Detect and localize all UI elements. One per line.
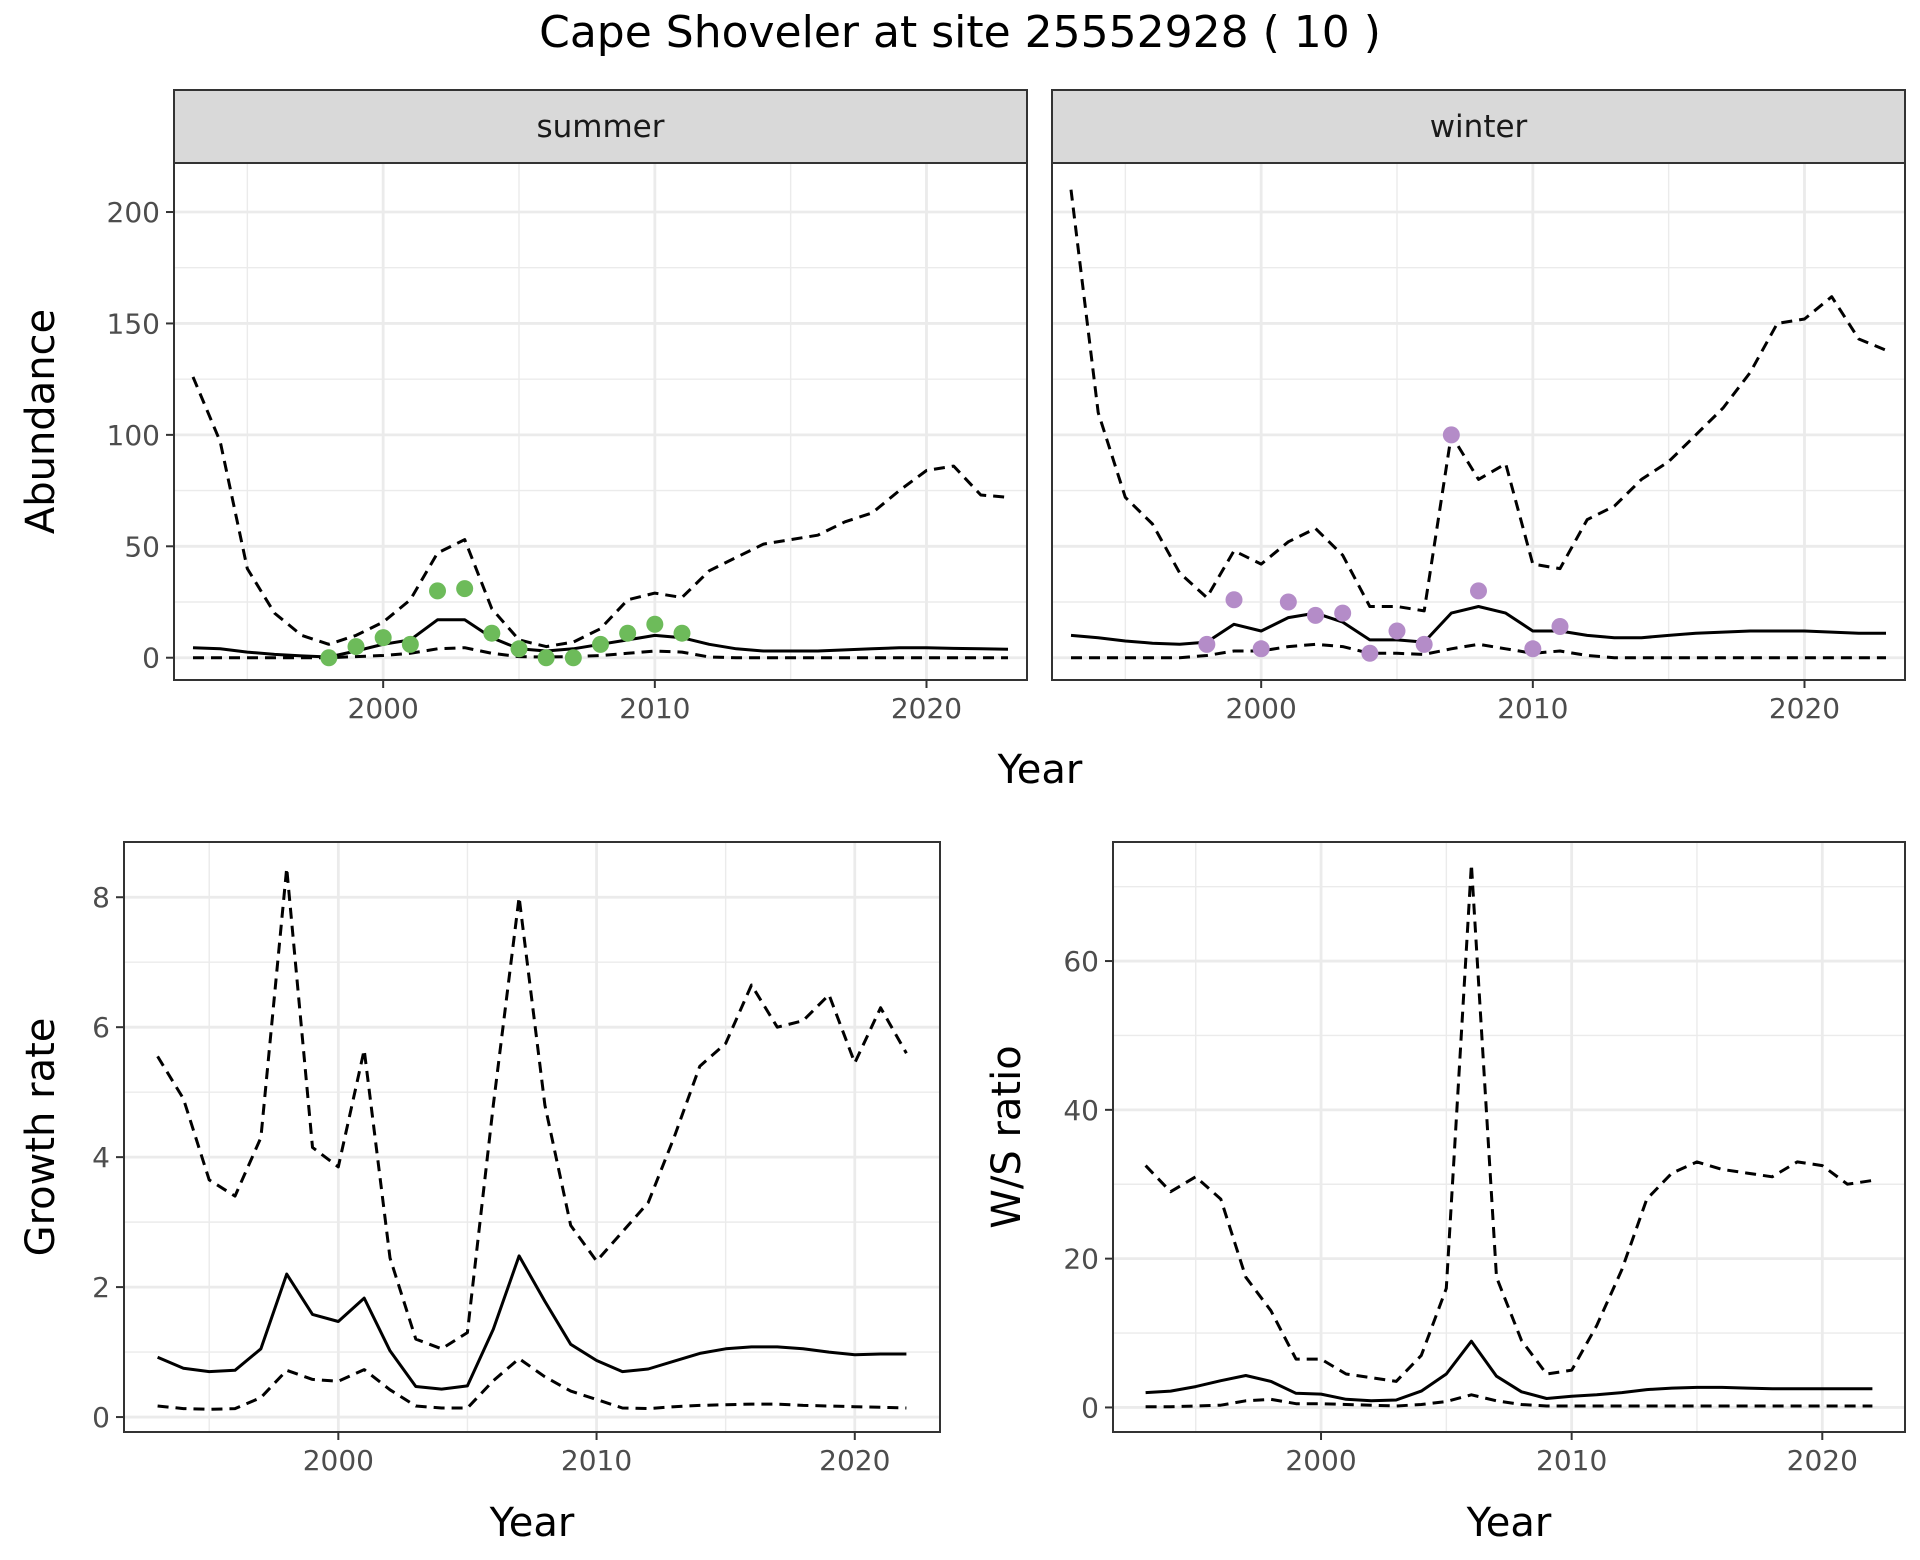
y-axis-title: Growth rate [18, 1018, 64, 1257]
facet-strip [1051, 89, 1906, 164]
data-point [374, 629, 392, 647]
data-point [347, 638, 365, 656]
x-tick-label: 2010 [561, 1444, 632, 1477]
facet-strip-label: winter [1430, 109, 1528, 145]
y-axis-title: W/S ratio [984, 1045, 1030, 1228]
data-point [320, 649, 338, 667]
panel-abundance-winter: winter 2000 2010 2020 [1051, 89, 1906, 725]
data-point [1415, 635, 1433, 653]
y-tick-label: 2 [92, 1271, 110, 1304]
x-axis-title: Year [1466, 1500, 1552, 1546]
x-axis-title: Year [489, 1500, 575, 1546]
y-tick-label: 6 [92, 1011, 110, 1044]
data-point [1252, 640, 1270, 658]
x-tick-label: 2020 [819, 1444, 890, 1477]
y-tick-label: 0 [92, 1401, 110, 1434]
chart-title: Cape Shoveler at site 25552928 ( 10 ) [539, 7, 1381, 58]
y-tick-label: 20 [1063, 1243, 1099, 1276]
estimate-line [157, 1254, 907, 1391]
data-point [1388, 622, 1406, 640]
data-point [673, 624, 691, 642]
panel-border [123, 841, 941, 1433]
y-tick-label: 4 [92, 1141, 110, 1174]
data-point [564, 649, 582, 667]
data-point [401, 635, 419, 653]
lower-bound-line [157, 1357, 907, 1411]
lower-bound-line [1145, 1393, 1873, 1409]
facet-strip [173, 89, 1028, 164]
data-point [592, 635, 609, 653]
facet-strip-label: summer [536, 109, 664, 145]
data-point [1334, 604, 1352, 622]
y-axis-title: Abundance [18, 309, 64, 534]
y-tick-label: 0 [1081, 1391, 1099, 1424]
x-tick-label: 2010 [1497, 692, 1568, 725]
x-tick-label: 2020 [891, 692, 962, 725]
x-tick-label: 2000 [1226, 692, 1297, 725]
data-point [537, 649, 555, 667]
data-point [619, 624, 637, 642]
data-point [1279, 593, 1297, 611]
estimate-line [1145, 1339, 1873, 1403]
panel-background [1113, 842, 1905, 1432]
y-tick-label: 150 [107, 307, 160, 340]
x-tick-label: 2010 [619, 692, 690, 725]
panel-background [174, 163, 1027, 680]
top-x-axis-title: Year [997, 747, 1083, 793]
data-point [429, 582, 447, 600]
panel-border [1112, 841, 1906, 1433]
data-point [456, 580, 474, 598]
lower-bound-line [1071, 642, 1886, 660]
y-tick-label: 100 [107, 419, 160, 452]
data-point [483, 624, 501, 642]
data-point [1198, 635, 1216, 653]
data-point [646, 615, 664, 633]
panel-background [124, 842, 940, 1432]
y-tick-label: 40 [1063, 1094, 1099, 1127]
x-tick-label: 2000 [303, 1444, 374, 1477]
upper-bound-line [1069, 189, 1887, 613]
x-tick-label: 2000 [1285, 1444, 1356, 1477]
x-tick-label: 2000 [348, 692, 419, 725]
data-point [1551, 618, 1569, 636]
panel-ws-ratio: 2000 2010 2020 0 20 40 60 Year W/S ratio [984, 841, 1906, 1546]
data-point [1524, 640, 1542, 658]
data-point [1470, 582, 1487, 600]
data-point [510, 640, 528, 658]
upper-bound-line [1144, 862, 1873, 1383]
data-point [1225, 591, 1243, 609]
y-tick-label: 0 [142, 642, 160, 675]
x-tick-label: 2010 [1536, 1444, 1607, 1477]
x-tick-label: 2020 [1787, 1444, 1858, 1477]
upper-bound-line [191, 376, 1009, 649]
data-point [1361, 644, 1379, 662]
x-tick-label: 2020 [1769, 692, 1840, 725]
data-point [1307, 606, 1325, 624]
panel-growth-rate: 2000 2010 2020 0 2 4 6 8 Year Growth rate [18, 841, 941, 1546]
y-tick-label: 200 [107, 196, 160, 229]
y-tick-label: 8 [92, 881, 110, 914]
upper-bound-line [156, 866, 908, 1351]
y-tick-label: 60 [1063, 945, 1099, 978]
panel-abundance-summer: summer 2000 2010 2020 0 50 100 150 200 Abundance [18, 89, 1028, 725]
y-tick-label: 50 [124, 530, 160, 563]
data-point [1442, 426, 1460, 444]
